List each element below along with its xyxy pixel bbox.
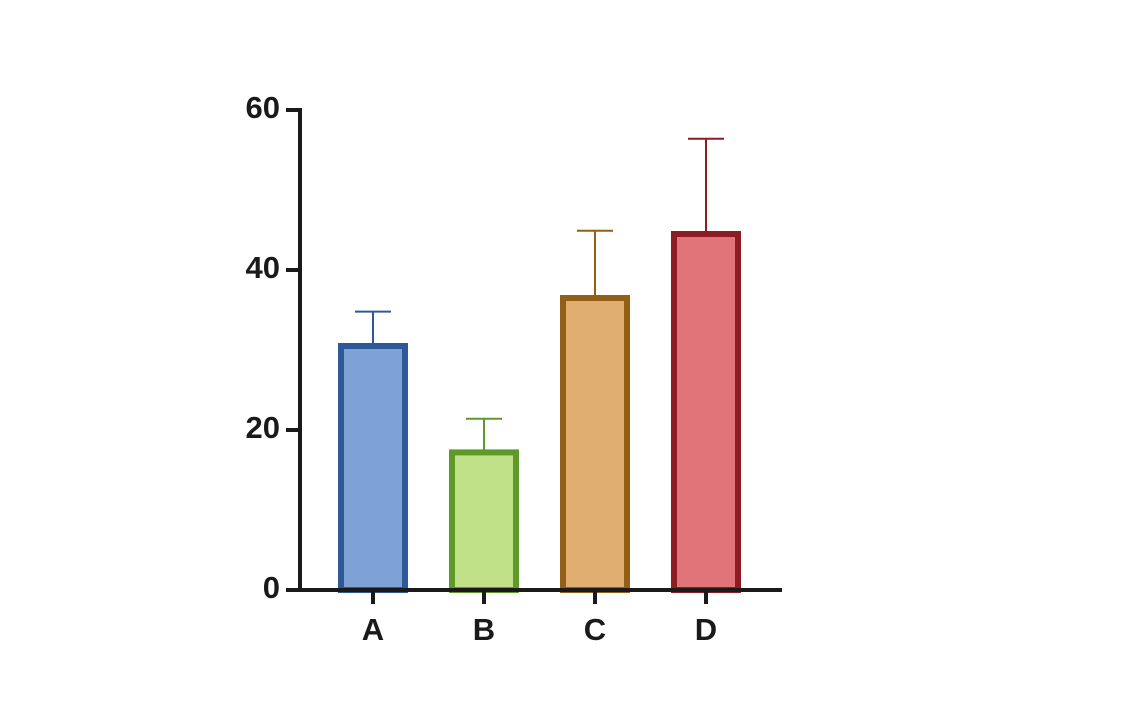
bar — [449, 449, 519, 593]
x-tick-label: C — [584, 612, 606, 647]
bar — [338, 343, 408, 593]
y-tick-label: 40 — [246, 250, 280, 285]
y-tick-label: 20 — [246, 410, 280, 445]
bar — [671, 231, 741, 593]
x-tick-label: A — [362, 612, 384, 647]
x-tick-label: D — [695, 612, 717, 647]
bar — [560, 295, 630, 593]
x-tick-label: B — [473, 612, 495, 647]
y-tick-label: 60 — [246, 90, 280, 125]
y-tick-label: 0 — [263, 570, 280, 605]
